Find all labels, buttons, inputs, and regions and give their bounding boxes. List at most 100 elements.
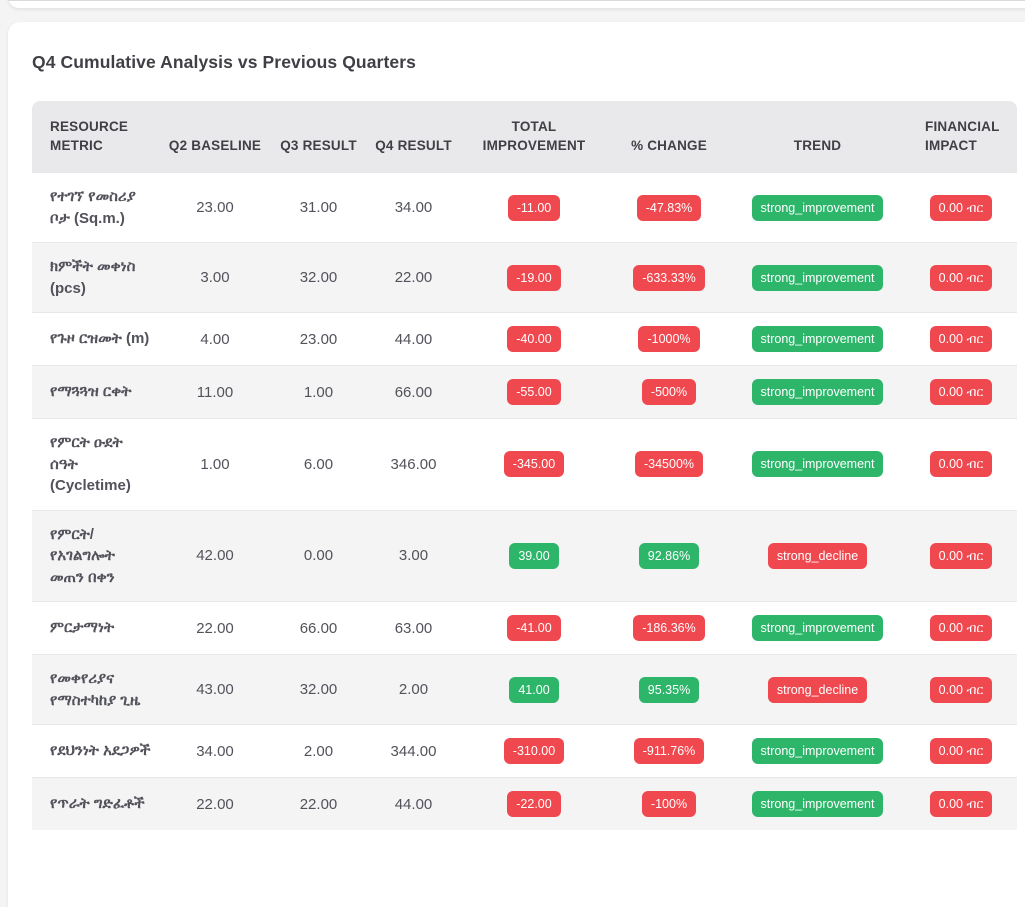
table-row: የምርት/ የአገልግሎት መጠን በቀን 42.00 0.00 3.00 39… (32, 509, 1017, 602)
financial-impact-badge: 0.00 ብር (929, 326, 993, 352)
table-row: የመቀየሪያና የማስተካከያ ጊዜ 43.00 32.00 2.00 41.0… (32, 654, 1017, 724)
financial-impact-badge: 0.00 ብር (929, 264, 993, 291)
total-improvement-badge: -55.00 (507, 379, 561, 405)
table-row: የጥራት ግድፈቶች 22.00 22.00 44.00 -22.00 -100… (32, 777, 1017, 830)
table-row: ምርታማነት 22.00 66.00 63.00 -41.00 -186.36%… (32, 601, 1017, 654)
resource-metric-label: የተገኘ የመስሪያ ቦታ (Sq.m.) (32, 172, 160, 242)
analysis-card: Q4 Cumulative Analysis vs Previous Quart… (8, 22, 1025, 907)
pct-change-badge: -500% (641, 379, 697, 405)
trend-badge: strong_decline (767, 542, 868, 569)
q2-baseline-value: 23.00 (160, 172, 270, 242)
trend-badge: strong_improvement (751, 615, 884, 641)
resource-metric-label: የጥራት ግድፈቶች (32, 777, 160, 830)
q2-baseline-value: 42.00 (160, 509, 270, 602)
trend-badge: strong_improvement (751, 791, 884, 817)
table-row: የጉዞ ርዝመት (m) 4.00 23.00 44.00 -40.00 -10… (32, 312, 1017, 365)
trend-badge: strong_improvement (751, 264, 884, 291)
q3-result-value: 0.00 (270, 509, 367, 602)
q4-result-value: 3.00 (367, 509, 460, 602)
q3-result-value: 23.00 (270, 312, 367, 365)
table-row: የምርት ዑደት ሰዓት (Cycletime) 1.00 6.00 346.0… (32, 418, 1017, 510)
table-row: የደህንነት አደጋዎች 34.00 2.00 344.00 -310.00 -… (32, 724, 1017, 777)
trend-badge: strong_improvement (751, 326, 884, 352)
col-header-financial-impact: FINANCIAL IMPACT (905, 101, 1017, 172)
q2-baseline-value: 3.00 (160, 242, 270, 312)
financial-impact-badge: 0.00 ብር (929, 194, 993, 221)
col-header-resource-metric: RESOURCE METRIC (32, 101, 160, 172)
trend-badge: strong_improvement (751, 194, 884, 221)
pct-change-badge: -100% (641, 791, 697, 817)
resource-metric-label: የመቀየሪያና የማስተካከያ ጊዜ (32, 654, 160, 724)
total-improvement-badge: 39.00 (509, 542, 559, 569)
q3-result-value: 31.00 (270, 172, 367, 242)
financial-impact-badge: 0.00 ብር (929, 451, 993, 478)
table-row: ክምችት መቀነስ (pcs) 3.00 32.00 22.00 -19.00 … (32, 242, 1017, 312)
resource-metric-label: ምርታማነት (32, 601, 160, 654)
trend-badge: strong_improvement (751, 451, 884, 478)
q2-baseline-value: 34.00 (160, 724, 270, 777)
resource-metric-label: የደህንነት አደጋዎች (32, 724, 160, 777)
q3-result-value: 6.00 (270, 418, 367, 510)
col-header-q2-baseline: Q2 BASELINE (160, 101, 270, 172)
total-improvement-badge: -19.00 (507, 264, 561, 291)
q4-result-value: 22.00 (367, 242, 460, 312)
total-improvement-badge: -40.00 (507, 326, 561, 352)
resource-metric-label: የጉዞ ርዝመት (m) (32, 312, 160, 365)
q4-result-value: 44.00 (367, 777, 460, 830)
analysis-table: RESOURCE METRIC Q2 BASELINE Q3 RESULT Q4… (32, 101, 1017, 830)
total-improvement-badge: -11.00 (507, 194, 561, 221)
pct-change-badge: 95.35% (638, 676, 700, 703)
financial-impact-badge: 0.00 ብር (929, 615, 993, 641)
resource-metric-label: የምርት/ የአገልግሎት መጠን በቀን (32, 509, 160, 602)
resource-metric-label: ክምችት መቀነስ (pcs) (32, 242, 160, 312)
financial-impact-badge: 0.00 ብር (929, 791, 993, 817)
q2-baseline-value: 43.00 (160, 654, 270, 724)
resource-metric-label: የምርት ዑደት ሰዓት (Cycletime) (32, 418, 160, 510)
q2-baseline-value: 22.00 (160, 601, 270, 654)
resource-metric-label: የማጓጓዝ ርቀት (32, 365, 160, 418)
q3-result-value: 1.00 (270, 365, 367, 418)
pct-change-badge: -911.76% (633, 738, 705, 764)
trend-badge: strong_improvement (751, 738, 884, 764)
q3-result-value: 2.00 (270, 724, 367, 777)
total-improvement-badge: 41.00 (509, 676, 559, 703)
table-row: የተገኘ የመስሪያ ቦታ (Sq.m.) 23.00 31.00 34.00 … (32, 172, 1017, 242)
total-improvement-badge: -310.00 (503, 738, 565, 764)
q2-baseline-value: 4.00 (160, 312, 270, 365)
total-improvement-badge: -345.00 (503, 451, 565, 478)
col-header-q3-result: Q3 RESULT (270, 101, 367, 172)
col-header-q4-result: Q4 RESULT (367, 101, 460, 172)
pct-change-badge: -34500% (634, 451, 704, 478)
trend-badge: strong_decline (767, 676, 868, 703)
total-improvement-badge: -41.00 (507, 615, 561, 641)
q3-result-value: 22.00 (270, 777, 367, 830)
q4-result-value: 44.00 (367, 312, 460, 365)
q2-baseline-value: 11.00 (160, 365, 270, 418)
table-header-row: RESOURCE METRIC Q2 BASELINE Q3 RESULT Q4… (32, 101, 1017, 172)
q4-result-value: 34.00 (367, 172, 460, 242)
pct-change-badge: -186.36% (633, 615, 705, 641)
col-header-pct-change: % CHANGE (608, 101, 730, 172)
pct-change-badge: -47.83% (636, 194, 702, 221)
financial-impact-badge: 0.00 ብር (929, 379, 993, 405)
q4-result-value: 2.00 (367, 654, 460, 724)
col-header-total-improvement: TOTAL IMPROVEMENT (460, 101, 608, 172)
top-divider (8, 0, 1025, 1)
q4-result-value: 66.00 (367, 365, 460, 418)
pct-change-badge: -1000% (638, 326, 700, 352)
q4-result-value: 63.00 (367, 601, 460, 654)
q4-result-value: 346.00 (367, 418, 460, 510)
table-row: የማጓጓዝ ርቀት 11.00 1.00 66.00 -55.00 -500% … (32, 365, 1017, 418)
financial-impact-badge: 0.00 ብር (929, 738, 993, 764)
trend-badge: strong_improvement (751, 379, 884, 405)
q3-result-value: 32.00 (270, 654, 367, 724)
pct-change-badge: -633.33% (633, 264, 705, 291)
q4-result-value: 344.00 (367, 724, 460, 777)
col-header-trend: TREND (730, 101, 905, 172)
financial-impact-badge: 0.00 ብር (929, 542, 993, 569)
page-title: Q4 Cumulative Analysis vs Previous Quart… (32, 52, 416, 72)
q2-baseline-value: 22.00 (160, 777, 270, 830)
financial-impact-badge: 0.00 ብር (929, 676, 993, 703)
total-improvement-badge: -22.00 (507, 791, 561, 817)
q2-baseline-value: 1.00 (160, 418, 270, 510)
